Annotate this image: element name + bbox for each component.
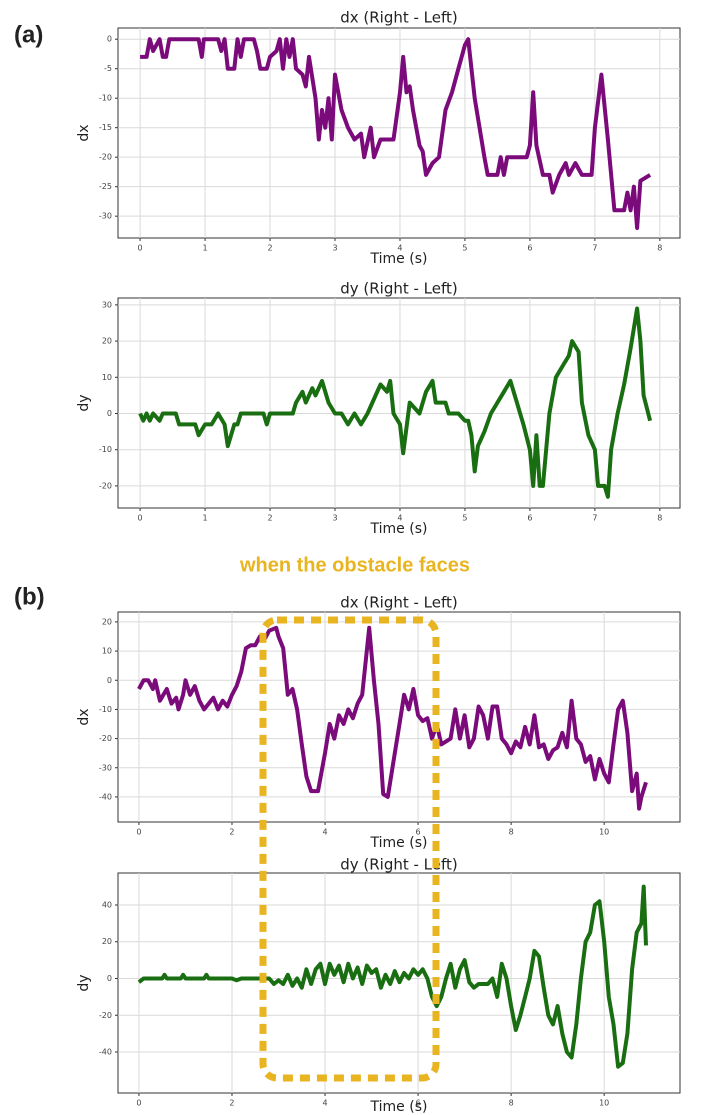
panel-label: (a) <box>14 21 43 48</box>
data-line <box>138 306 653 499</box>
x-tick-label: 7 <box>592 514 597 523</box>
x-tick-label: 6 <box>527 244 532 253</box>
y-tick-label: 10 <box>102 647 112 656</box>
x-axis-label: Time (s) <box>370 251 428 267</box>
x-tick-label: 1 <box>203 244 208 253</box>
y-tick-label: 10 <box>102 373 112 382</box>
x-tick-label: 6 <box>416 1099 421 1108</box>
x-tick-label: 4 <box>322 828 327 837</box>
y-tick-label: -20 <box>99 734 112 743</box>
y-tick-label: -20 <box>99 481 112 490</box>
x-tick-label: 7 <box>592 244 597 253</box>
plot-area <box>117 27 681 239</box>
highlight-box <box>259 616 440 1082</box>
x-tick-label: 8 <box>657 514 662 523</box>
y-tick-label: 40 <box>102 900 112 909</box>
x-tick-label: 4 <box>397 244 402 253</box>
y-tick-label: -5 <box>104 64 112 73</box>
x-tick-label: 8 <box>509 1099 514 1108</box>
y-tick-label: 0 <box>107 409 112 418</box>
chart-title: dx (Right - Left) <box>340 9 458 27</box>
y-tick-label: 0 <box>107 35 112 44</box>
data-line <box>137 884 648 1069</box>
x-axis-label: Time (s) <box>370 521 428 537</box>
y-tick-label: 20 <box>102 937 112 946</box>
x-tick-label: 0 <box>136 1099 141 1108</box>
x-tick-label: 6 <box>416 828 421 837</box>
y-tick-label: 0 <box>107 974 112 983</box>
y-tick-label: -10 <box>99 94 112 103</box>
x-tick-label: 6 <box>527 514 532 523</box>
x-tick-label: 8 <box>657 244 662 253</box>
chart-title: dy (Right - Left) <box>340 856 458 874</box>
data-line <box>137 625 648 811</box>
x-axis-label: Time (s) <box>370 835 428 851</box>
x-tick-label: 4 <box>397 514 402 523</box>
y-tick-label: 30 <box>102 300 112 309</box>
y-axis-label: dx <box>76 124 92 141</box>
x-tick-label: 1 <box>203 514 208 523</box>
plot-area <box>117 297 681 509</box>
x-axis-label: Time (s) <box>370 1099 428 1115</box>
x-tick-label: 0 <box>138 514 143 523</box>
data-line <box>140 37 652 230</box>
x-tick-label: 3 <box>332 514 337 523</box>
panel-label: (b) <box>14 583 45 610</box>
y-tick-label: 20 <box>102 337 112 346</box>
y-axis-label: dx <box>76 708 92 725</box>
y-tick-label: 20 <box>102 617 112 626</box>
x-tick-label: 5 <box>462 244 467 253</box>
y-tick-label: 0 <box>107 676 112 685</box>
x-tick-label: 10 <box>599 1099 609 1108</box>
y-tick-label: -10 <box>99 445 112 454</box>
y-tick-label: -30 <box>99 763 112 772</box>
y-tick-label: -40 <box>99 792 112 801</box>
x-tick-label: 5 <box>462 514 467 523</box>
x-tick-label: 8 <box>509 828 514 837</box>
x-tick-label: 2 <box>229 828 234 837</box>
y-tick-label: -20 <box>99 153 112 162</box>
y-tick-label: -30 <box>99 212 112 221</box>
y-tick-label: -40 <box>99 1048 112 1057</box>
x-tick-label: 0 <box>138 244 143 253</box>
y-tick-label: -20 <box>99 1011 112 1020</box>
y-axis-label: dy <box>76 974 92 991</box>
y-axis-label: dy <box>76 394 92 411</box>
x-tick-label: 2 <box>229 1099 234 1108</box>
x-tick-label: 4 <box>322 1099 327 1108</box>
y-tick-label: -25 <box>99 182 112 191</box>
y-tick-label: -15 <box>99 123 112 132</box>
x-tick-label: 2 <box>267 514 272 523</box>
x-tick-label: 0 <box>136 828 141 837</box>
chart-title: dy (Right - Left) <box>340 280 458 298</box>
chart-title: dx (Right - Left) <box>340 594 458 612</box>
x-tick-label: 3 <box>332 244 337 253</box>
annotation: when the obstacle faces <box>239 554 470 576</box>
y-tick-label: -10 <box>99 705 112 714</box>
x-tick-label: 10 <box>599 828 609 837</box>
x-tick-label: 2 <box>267 244 272 253</box>
